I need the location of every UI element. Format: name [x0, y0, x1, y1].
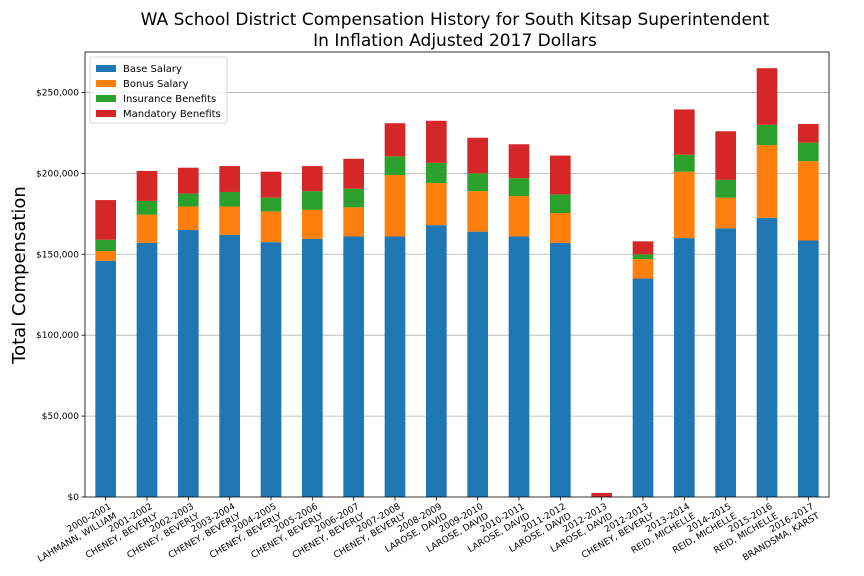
bar-segment [95, 251, 116, 261]
bar-segment [798, 240, 819, 497]
bar-segment [674, 238, 695, 497]
bar-segment [426, 120, 447, 163]
chart-title-line-1: WA School District Compensation History … [141, 10, 770, 30]
y-axis-label: Total Compensation [9, 186, 30, 365]
bar-segment [632, 254, 654, 260]
bar-segment [756, 124, 778, 146]
bar-segment [178, 167, 199, 194]
axes [84, 51, 830, 498]
y-tick-label: $0 [68, 493, 80, 503]
bar-segment [756, 145, 778, 218]
bar-segment [674, 171, 695, 239]
bar-segment [674, 109, 695, 155]
bar-segment [426, 162, 447, 184]
legend-label: Base Salary [123, 64, 182, 75]
bar-segment [508, 196, 530, 237]
y-tick-label: $100,000 [36, 331, 79, 341]
bar-segment [343, 188, 364, 208]
bar-segment [550, 155, 571, 195]
y-tick-label: $50,000 [42, 412, 79, 422]
bar-segment [384, 123, 406, 157]
bar-segment [136, 214, 158, 243]
bar-segment [467, 173, 488, 192]
bar-segment [674, 154, 695, 172]
legend-label: Mandatory Benefits [123, 109, 221, 120]
bar-segment [632, 278, 654, 497]
bar-segment [95, 260, 116, 497]
legend-swatch [96, 80, 116, 87]
bar-segment [508, 236, 530, 498]
y-tick-label: $200,000 [36, 169, 79, 179]
bar-segment [550, 213, 571, 243]
bar-segment [302, 191, 323, 210]
bar-segment [550, 194, 571, 214]
bar-segment [632, 259, 654, 279]
bar-segment [260, 197, 282, 212]
bar-segment [508, 144, 530, 179]
bar-segment [178, 230, 199, 497]
bar-segment [95, 200, 116, 240]
bar-segment [219, 206, 240, 235]
bar-segment [343, 207, 364, 237]
bar-segment [136, 242, 158, 497]
bar-segment [591, 492, 612, 497]
bar-segment [302, 238, 323, 497]
bar-segment [302, 209, 323, 239]
legend-swatch [96, 95, 116, 102]
bar-segment [467, 137, 488, 174]
y-tick-label: $150,000 [36, 250, 79, 260]
bar-segment [798, 142, 819, 162]
bar-segment [384, 236, 406, 498]
bar-segment [178, 193, 199, 207]
bar-segment [756, 68, 778, 125]
y-tick-label: $250,000 [36, 88, 79, 98]
bar-segment [136, 200, 158, 215]
bar-segment [219, 166, 240, 192]
bar-segment [426, 225, 447, 498]
bar-segment [260, 171, 282, 198]
chart-title-line-2: In Inflation Adjusted 2017 Dollars [313, 31, 597, 51]
bar-segment [260, 242, 282, 497]
bar-segment [715, 228, 736, 497]
bar-segment [95, 239, 116, 252]
bars [95, 68, 819, 498]
bar-segment [343, 236, 364, 498]
bar-segment [384, 156, 406, 175]
plot-frame [84, 51, 830, 498]
legend-label: Insurance Benefits [123, 94, 216, 105]
bar-segment [715, 179, 736, 198]
bar-segment [756, 217, 778, 497]
bar-segment [508, 178, 530, 197]
bar-segment [798, 124, 819, 143]
x-tick-label: 2000-2001LAHMANN, WILLIAM [31, 502, 119, 565]
bar-segment [219, 234, 240, 497]
bar-segment [136, 170, 158, 201]
bar-segment [343, 158, 364, 189]
legend-swatch [96, 110, 116, 117]
bar-segment [467, 191, 488, 232]
bar-segment [219, 191, 240, 207]
legend-label: Bonus Salary [123, 79, 189, 90]
bar-segment [384, 174, 406, 237]
bar-segment [260, 211, 282, 243]
bar-segment [302, 166, 323, 192]
bar-segment [632, 241, 654, 255]
bar-segment [467, 231, 488, 498]
bar-segment [178, 206, 199, 230]
bar-segment [715, 197, 736, 229]
legend: Base Salary Bonus Salary Insurance Benefit… [89, 56, 228, 124]
bar-segment [550, 242, 571, 497]
bar-segment [715, 131, 736, 180]
bar-segment [426, 183, 447, 226]
legend-box [89, 56, 228, 124]
legend-swatch [96, 65, 116, 72]
bar-segment [798, 161, 819, 241]
